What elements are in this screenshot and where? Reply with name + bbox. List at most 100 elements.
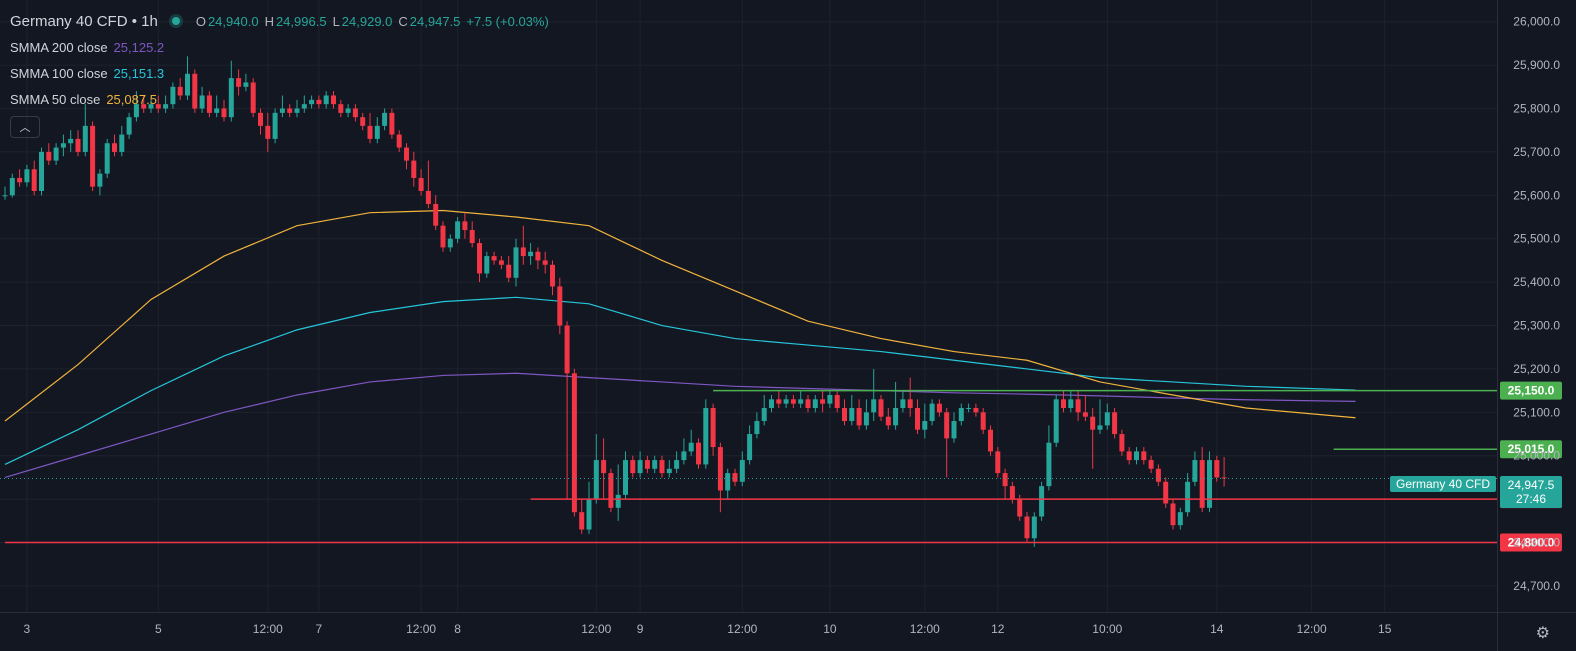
candle-body xyxy=(418,177,424,191)
candle-body xyxy=(790,399,796,404)
symbol-title[interactable]: Germany 40 CFD • 1h xyxy=(10,12,158,30)
candle-body xyxy=(571,373,577,513)
candle-body xyxy=(258,112,263,126)
candle-body xyxy=(374,125,380,139)
level-price-tag xyxy=(1500,381,1562,400)
candle-body xyxy=(783,399,789,404)
candle-body xyxy=(973,408,979,413)
candle-body xyxy=(301,104,307,109)
indicator-value: 25,151.3 xyxy=(113,65,165,81)
candle-body xyxy=(82,125,88,152)
chevron-up-icon: ︿ xyxy=(19,122,31,134)
price-axis-label: 25,600.0 xyxy=(1513,188,1560,202)
candle-body xyxy=(878,399,884,417)
candle-body xyxy=(141,104,147,109)
candle-body xyxy=(1097,425,1103,430)
last-price-value: 24,947.5 xyxy=(1507,478,1555,492)
candle-body xyxy=(389,112,395,135)
indicator-row-smma50[interactable]: SMMA 50 close 25,087.5 xyxy=(10,86,555,112)
candle-body xyxy=(1119,434,1125,452)
candle-body xyxy=(988,429,993,452)
smma50-line xyxy=(4,209,1356,422)
candle-body xyxy=(31,169,37,191)
candle-body xyxy=(776,399,782,404)
level-price-label: 25,015.0 xyxy=(1508,442,1555,456)
candle-body xyxy=(798,399,804,404)
level-price-label: 25,150.0 xyxy=(1508,384,1555,398)
candle-body xyxy=(812,399,818,408)
candle-body xyxy=(995,451,1001,474)
candle-body xyxy=(1031,516,1037,539)
candle-body xyxy=(148,104,154,109)
candle-body xyxy=(250,82,256,113)
candle-body xyxy=(199,95,205,109)
candle-body xyxy=(309,99,315,105)
time-axis-label: 10:00 xyxy=(1092,622,1122,636)
candle-body xyxy=(1112,412,1118,435)
market-status-icon[interactable] xyxy=(171,17,180,25)
price-axis-label: 26,000.0 xyxy=(1513,15,1560,29)
low-value: 24,929.0 xyxy=(341,13,393,29)
time-axis-label: 14 xyxy=(1210,622,1224,636)
candle-body xyxy=(126,117,132,135)
candle-body xyxy=(1075,399,1081,413)
candle-body xyxy=(338,104,344,113)
candle-body xyxy=(323,95,329,105)
candle-body xyxy=(287,108,293,113)
indicator-row-smma200[interactable]: SMMA 200 close 25,125.2 xyxy=(10,34,555,60)
candle-body xyxy=(46,151,52,161)
price-axis-label: 25,100.0 xyxy=(1513,405,1560,419)
candle-body xyxy=(411,160,417,178)
candle-body xyxy=(433,204,439,226)
time-axis-label: 7 xyxy=(316,622,323,636)
candle-body xyxy=(761,408,767,422)
candle-body xyxy=(1185,481,1191,513)
candle-body xyxy=(404,147,409,161)
candle-body xyxy=(1024,516,1030,539)
candle-body xyxy=(97,173,103,187)
settings-gear-icon[interactable]: ⚙ xyxy=(1535,625,1550,642)
candle-body xyxy=(60,143,66,148)
candle-body xyxy=(666,468,672,474)
time-axis-label: 12 xyxy=(991,622,1005,636)
indicator-name: SMMA 50 close xyxy=(10,91,101,107)
candle-body xyxy=(608,473,614,508)
candle-body xyxy=(805,399,811,408)
collapse-legend-button[interactable]: ︿ xyxy=(10,116,40,138)
time-axis-label: 5 xyxy=(155,622,162,636)
change-value: +7.5 (+0.03%) xyxy=(466,13,549,29)
indicator-row-smma100[interactable]: SMMA 100 close 25,151.3 xyxy=(10,60,555,86)
candle-body xyxy=(90,125,96,187)
candle-body xyxy=(710,408,716,448)
candle-body xyxy=(1134,451,1139,461)
candle-body xyxy=(542,260,548,265)
candle-body xyxy=(732,473,738,482)
candle-body xyxy=(477,243,482,274)
candle-body xyxy=(834,394,840,408)
candle-body xyxy=(1082,412,1088,417)
candle-body xyxy=(688,442,694,452)
price-axis-label: 24,800.0 xyxy=(1513,536,1560,550)
time-axis-label: 12:00 xyxy=(253,622,283,636)
close-value: 24,947.5 xyxy=(409,13,461,29)
candle-body xyxy=(279,108,285,113)
candle-body xyxy=(966,408,972,409)
candle-body xyxy=(133,104,139,118)
smma100-line xyxy=(4,296,1356,465)
high-label: H xyxy=(264,13,274,29)
candle-body xyxy=(104,143,110,174)
candle-body xyxy=(1214,460,1220,478)
smma200-line xyxy=(4,372,1356,479)
indicator-value: 25,087.5 xyxy=(106,91,157,107)
candle-body xyxy=(535,251,541,261)
candle-body xyxy=(885,416,891,426)
candle-body xyxy=(739,460,745,482)
price-axis-label: 25,500.0 xyxy=(1513,232,1560,246)
candle-body xyxy=(659,460,665,474)
candle-body xyxy=(1039,486,1045,517)
candle-body xyxy=(440,225,446,248)
candle-body xyxy=(725,473,731,491)
candle-body xyxy=(820,399,826,404)
